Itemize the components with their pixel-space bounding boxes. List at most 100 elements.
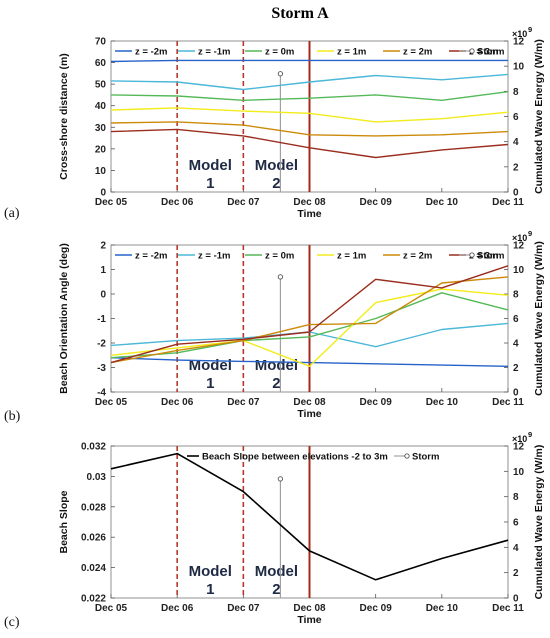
y2-tick-label: 8 [513,290,519,301]
y2-tick-label: 10 [513,467,525,478]
x-tick-label: Dec 10 [426,397,459,408]
model-label-line1: Model [189,563,232,580]
series-line-5 [110,121,509,137]
legend-storm-label: Storm [412,452,439,463]
model-label-line1: Model [189,357,232,374]
y-tick-label: 0.03 [87,472,107,483]
y-tick-label: 0.028 [81,502,106,513]
y-tick-label: 0 [100,188,106,199]
x-tick-label: Dec 09 [360,197,393,208]
model-label-line2: 2 [272,175,280,192]
y2-tick-label: 2 [513,162,519,173]
model-label-line2: 1 [206,175,214,192]
y2-tick-label: 4 [513,339,519,350]
y-tick-label: -3 [97,363,106,374]
series-line-5 [110,276,509,364]
model-label-line2: 2 [272,375,280,392]
x-tick-label: Dec 05 [95,603,128,614]
y-tick-label: 20 [95,144,107,155]
x-tick-label: Dec 08 [293,603,326,614]
series-line-2 [110,73,509,91]
x-tick-label: Dec 10 [426,603,459,614]
x-tick-label: Dec 07 [227,603,260,614]
y2-axis-label: Cumulated Wave Energy (W/m) [533,39,545,194]
legend-label: z = 3m [469,251,498,262]
model-label-line1: Model [189,157,232,174]
legend-storm-marker [404,453,410,459]
y-tick-label: -1 [97,314,106,325]
y-tick-label: 0.032 [81,442,106,453]
x-tick-label: Dec 08 [293,397,326,408]
panel-letter: (a) [4,206,20,221]
y2-tick-label: 6 [513,518,519,529]
y-tick-label: -2 [97,339,106,350]
series-line-6 [110,265,509,364]
panel-letter: (b) [4,409,21,424]
y-tick-label: 2 [100,241,106,252]
y2-exponent: ×10 [512,29,527,39]
y2-tick-label: 10 [513,265,525,276]
y2-tick-label: 2 [513,363,519,374]
legend-label: z = 1m [337,47,366,58]
x-axis-label: Time [297,408,321,420]
x-tick-label: Dec 11 [492,397,524,408]
series-line-1 [110,59,508,63]
y-tick-label: 60 [95,58,107,69]
y2-tick-label: 10 [513,62,525,73]
y2-tick-label: 6 [513,314,519,325]
x-tick-label: Dec 10 [426,197,459,208]
y-tick-label: 0.024 [81,563,106,574]
x-axis-label: Time [297,614,321,626]
y2-tick-label: 2 [513,568,519,579]
y2-tick-label: 4 [513,137,519,148]
legend-label: z = -1m [198,47,230,58]
legend-storm-marker [469,252,475,258]
x-tick-label: Dec 09 [360,397,393,408]
y2-exponent: ×10 [512,434,527,444]
x-tick-label: Dec 06 [161,603,194,614]
y2-axis-label: Cumulated Wave Energy (W/m) [533,445,545,600]
x-tick-label: Dec 06 [161,197,194,208]
y-tick-label: 0 [100,290,106,301]
series-line-4 [110,107,509,123]
y2-tick-label: 8 [513,492,519,503]
y2-tick-label: 8 [513,87,519,98]
x-tick-label: Dec 09 [360,603,393,614]
y-tick-label: 70 [95,37,107,48]
y2-tick-label: 0 [513,594,519,605]
legend-storm-label: Storm [477,47,504,58]
panel-3: 0.0220.0240.0260.0280.030.032024681012De… [4,430,545,630]
x-axis-label: Time [297,208,321,220]
y2-exponent-power: 9 [528,229,532,238]
y-tick-label: 30 [95,123,107,134]
y2-axis-label: Cumulated Wave Energy (W/m) [533,241,545,396]
legend-label: z = 3m [469,47,498,58]
x-tick-label: Dec 08 [293,197,326,208]
legend-label: z = -2m [135,47,167,58]
y2-exponent-power: 9 [528,430,532,439]
legend-label: z = 2m [403,47,432,58]
series-line-1 [110,357,509,367]
model-label-line2: 2 [272,581,280,598]
x-tick-label: Dec 11 [492,603,524,614]
y2-exponent: ×10 [512,233,527,243]
model-label-line1: Model [255,157,298,174]
legend-label: z = -1m [198,251,230,262]
legend-label: z = 2m [403,251,432,262]
y2-tick-label: 4 [513,543,519,554]
y2-tick-label: 12 [513,241,525,252]
y-tick-label: -4 [97,388,106,399]
storm-marker [277,476,284,482]
series-line-1 [110,452,509,581]
y2-tick-label: 12 [513,37,525,48]
storm-marker [277,71,284,77]
y-tick-label: 0.026 [81,533,106,544]
series-line-4 [110,288,509,367]
y-tick-label: 1 [100,265,106,276]
x-tick-label: Dec 11 [492,197,524,208]
legend-label: z = 1m [337,251,366,262]
y-axis-label: Cross-shore distance (m) [58,53,70,180]
